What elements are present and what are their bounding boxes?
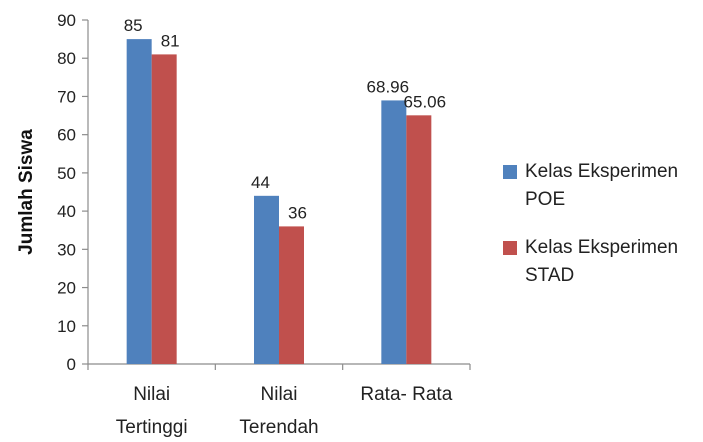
data-label-poe: 44 <box>251 173 270 192</box>
x-category-label: Nilai Tertinggi <box>116 384 188 438</box>
y-tick-label: 20 <box>57 279 76 298</box>
bar-poe <box>126 39 152 364</box>
bars <box>126 39 432 365</box>
legend-label-stad: Kelas Eksperimen STAD <box>525 237 679 286</box>
bar-poe <box>254 195 279 364</box>
legend-item-stad: Kelas Eksperimen STAD <box>503 234 703 290</box>
data-label-stad: 65.06 <box>404 92 447 111</box>
y-tick-label: 60 <box>57 126 76 145</box>
legend-label-poe: Kelas Eksperimen POE <box>525 161 679 210</box>
y-tick-label: 10 <box>57 317 76 336</box>
legend: Kelas Eksperimen POE Kelas Eksperimen ST… <box>503 158 703 310</box>
y-tick-label: 90 <box>57 11 76 30</box>
y-tick-label: 70 <box>57 87 76 106</box>
data-label-poe: 68.96 <box>367 77 410 96</box>
data-label-poe: 85 <box>124 16 143 35</box>
legend-swatch-stad <box>503 241 517 255</box>
y-tick-label: 30 <box>57 240 76 259</box>
y-axis-label: Jumlah Siswa <box>16 129 37 255</box>
legend-swatch-poe <box>503 165 517 179</box>
bar-poe <box>381 100 407 364</box>
x-category-label: Rata- Rata <box>360 384 452 405</box>
y-tick-label: 0 <box>67 355 76 374</box>
x-category-label: Nilai Terendah <box>239 384 318 438</box>
y-tick-label: 80 <box>57 49 76 68</box>
bar-stad <box>279 226 304 364</box>
y-tick-label: 40 <box>57 202 76 221</box>
y-tick-label: 50 <box>57 164 76 183</box>
data-label-stad: 36 <box>288 203 307 222</box>
legend-item-poe: Kelas Eksperimen POE <box>503 158 703 214</box>
bar-stad <box>406 115 432 364</box>
data-label-stad: 81 <box>161 31 180 50</box>
bar-stad <box>151 54 177 365</box>
axes: 0 10 20 30 40 50 60 70 80 90 Nilai Tertinggi Nilai Te… <box>57 11 471 438</box>
